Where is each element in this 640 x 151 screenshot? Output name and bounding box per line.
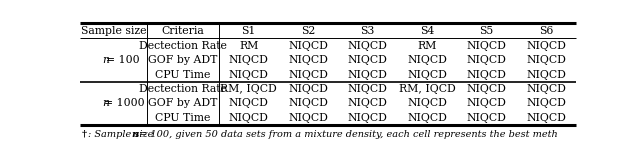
Text: RM, IQCD: RM, IQCD — [220, 84, 277, 94]
Text: NIQCD: NIQCD — [467, 41, 507, 51]
Text: NIQCD: NIQCD — [407, 98, 447, 108]
Text: Dectection Rate: Dectection Rate — [139, 41, 227, 51]
Text: S6: S6 — [539, 26, 554, 36]
Text: = 1000: = 1000 — [104, 98, 145, 108]
Text: = 100, given 50 data sets from a mixture density, each cell represents the best : = 100, given 50 data sets from a mixture… — [136, 130, 557, 139]
Text: S5: S5 — [479, 26, 494, 36]
Text: CPU Time: CPU Time — [156, 113, 211, 123]
Text: NIQCD: NIQCD — [288, 98, 328, 108]
Text: NIQCD: NIQCD — [467, 98, 507, 108]
Text: RM: RM — [417, 41, 437, 51]
Text: NIQCD: NIQCD — [288, 55, 328, 65]
Text: NIQCD: NIQCD — [526, 55, 566, 65]
Text: NIQCD: NIQCD — [228, 69, 269, 80]
Text: : Sample size: : Sample size — [88, 130, 156, 139]
Text: NIQCD: NIQCD — [526, 84, 566, 94]
Text: NIQCD: NIQCD — [288, 69, 328, 80]
Text: NIQCD: NIQCD — [467, 55, 507, 65]
Text: NIQCD: NIQCD — [526, 69, 566, 80]
Text: NIQCD: NIQCD — [467, 84, 507, 94]
Text: Dectection Rate: Dectection Rate — [139, 84, 227, 94]
Text: RM, IQCD: RM, IQCD — [399, 84, 456, 94]
Text: †: † — [81, 130, 86, 139]
Text: NIQCD: NIQCD — [288, 113, 328, 123]
Text: S2: S2 — [301, 26, 316, 36]
Text: NIQCD: NIQCD — [348, 113, 388, 123]
Text: NIQCD: NIQCD — [407, 55, 447, 65]
Text: NIQCD: NIQCD — [228, 98, 269, 108]
Text: NIQCD: NIQCD — [526, 98, 566, 108]
Text: NIQCD: NIQCD — [407, 113, 447, 123]
Text: S1: S1 — [241, 26, 256, 36]
Text: n: n — [102, 55, 109, 65]
Text: RM: RM — [239, 41, 259, 51]
Text: Criteria: Criteria — [161, 26, 204, 36]
Text: = 100: = 100 — [106, 55, 140, 65]
Text: n: n — [102, 98, 109, 108]
Text: NIQCD: NIQCD — [228, 113, 269, 123]
Text: GOF by ADT: GOF by ADT — [148, 55, 218, 65]
Text: NIQCD: NIQCD — [467, 113, 507, 123]
Text: GOF by ADT: GOF by ADT — [148, 98, 218, 108]
Text: NIQCD: NIQCD — [348, 84, 388, 94]
Text: NIQCD: NIQCD — [348, 98, 388, 108]
Text: NIQCD: NIQCD — [228, 55, 269, 65]
Text: NIQCD: NIQCD — [467, 69, 507, 80]
Text: Sample size: Sample size — [81, 26, 146, 36]
Text: S4: S4 — [420, 26, 435, 36]
Text: NIQCD: NIQCD — [407, 69, 447, 80]
Text: NIQCD: NIQCD — [288, 84, 328, 94]
Text: NIQCD: NIQCD — [348, 55, 388, 65]
Text: NIQCD: NIQCD — [288, 41, 328, 51]
Text: S3: S3 — [360, 26, 375, 36]
Text: NIQCD: NIQCD — [526, 41, 566, 51]
Text: NIQCD: NIQCD — [348, 41, 388, 51]
Text: NIQCD: NIQCD — [526, 113, 566, 123]
Text: CPU Time: CPU Time — [156, 69, 211, 80]
Text: NIQCD: NIQCD — [348, 69, 388, 80]
Text: n: n — [132, 130, 139, 139]
